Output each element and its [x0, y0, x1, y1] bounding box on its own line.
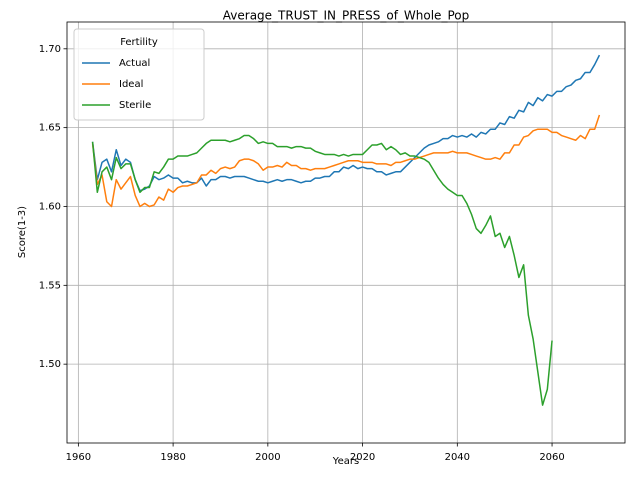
x-tick-label: 2040	[445, 452, 470, 463]
y-tick-label: 1.65	[39, 123, 61, 134]
x-tick-label: 2060	[539, 452, 564, 463]
data-line	[91, 134, 553, 406]
y-axis-label: Score(1-3)	[17, 206, 28, 258]
y-tick-label: 1.50	[39, 359, 61, 370]
plot-frame	[66, 21, 626, 444]
legend-title: Fertility	[120, 37, 158, 48]
y-tick-label: 1.60	[39, 201, 61, 212]
legend-label: Actual	[119, 58, 150, 69]
x-axis-label: Years	[332, 456, 359, 467]
legend-label: Ideal	[119, 79, 143, 90]
x-tick-label: 1960	[66, 452, 91, 463]
chart-title: Average_TRUST_IN_PRESS_of_Whole_Pop	[223, 9, 469, 23]
data-line	[91, 54, 601, 192]
x-tick-label: 2000	[255, 452, 280, 463]
y-tick-label: 1.55	[39, 280, 61, 291]
legend-box	[73, 28, 205, 121]
data-line	[91, 114, 601, 208]
legend-label: Sterile	[119, 100, 151, 111]
x-tick-label: 2020	[350, 452, 375, 463]
x-tick-label: 1980	[160, 452, 185, 463]
y-tick-label: 1.70	[39, 44, 61, 55]
legend: Fertility Actual Ideal Sterile	[73, 28, 205, 121]
